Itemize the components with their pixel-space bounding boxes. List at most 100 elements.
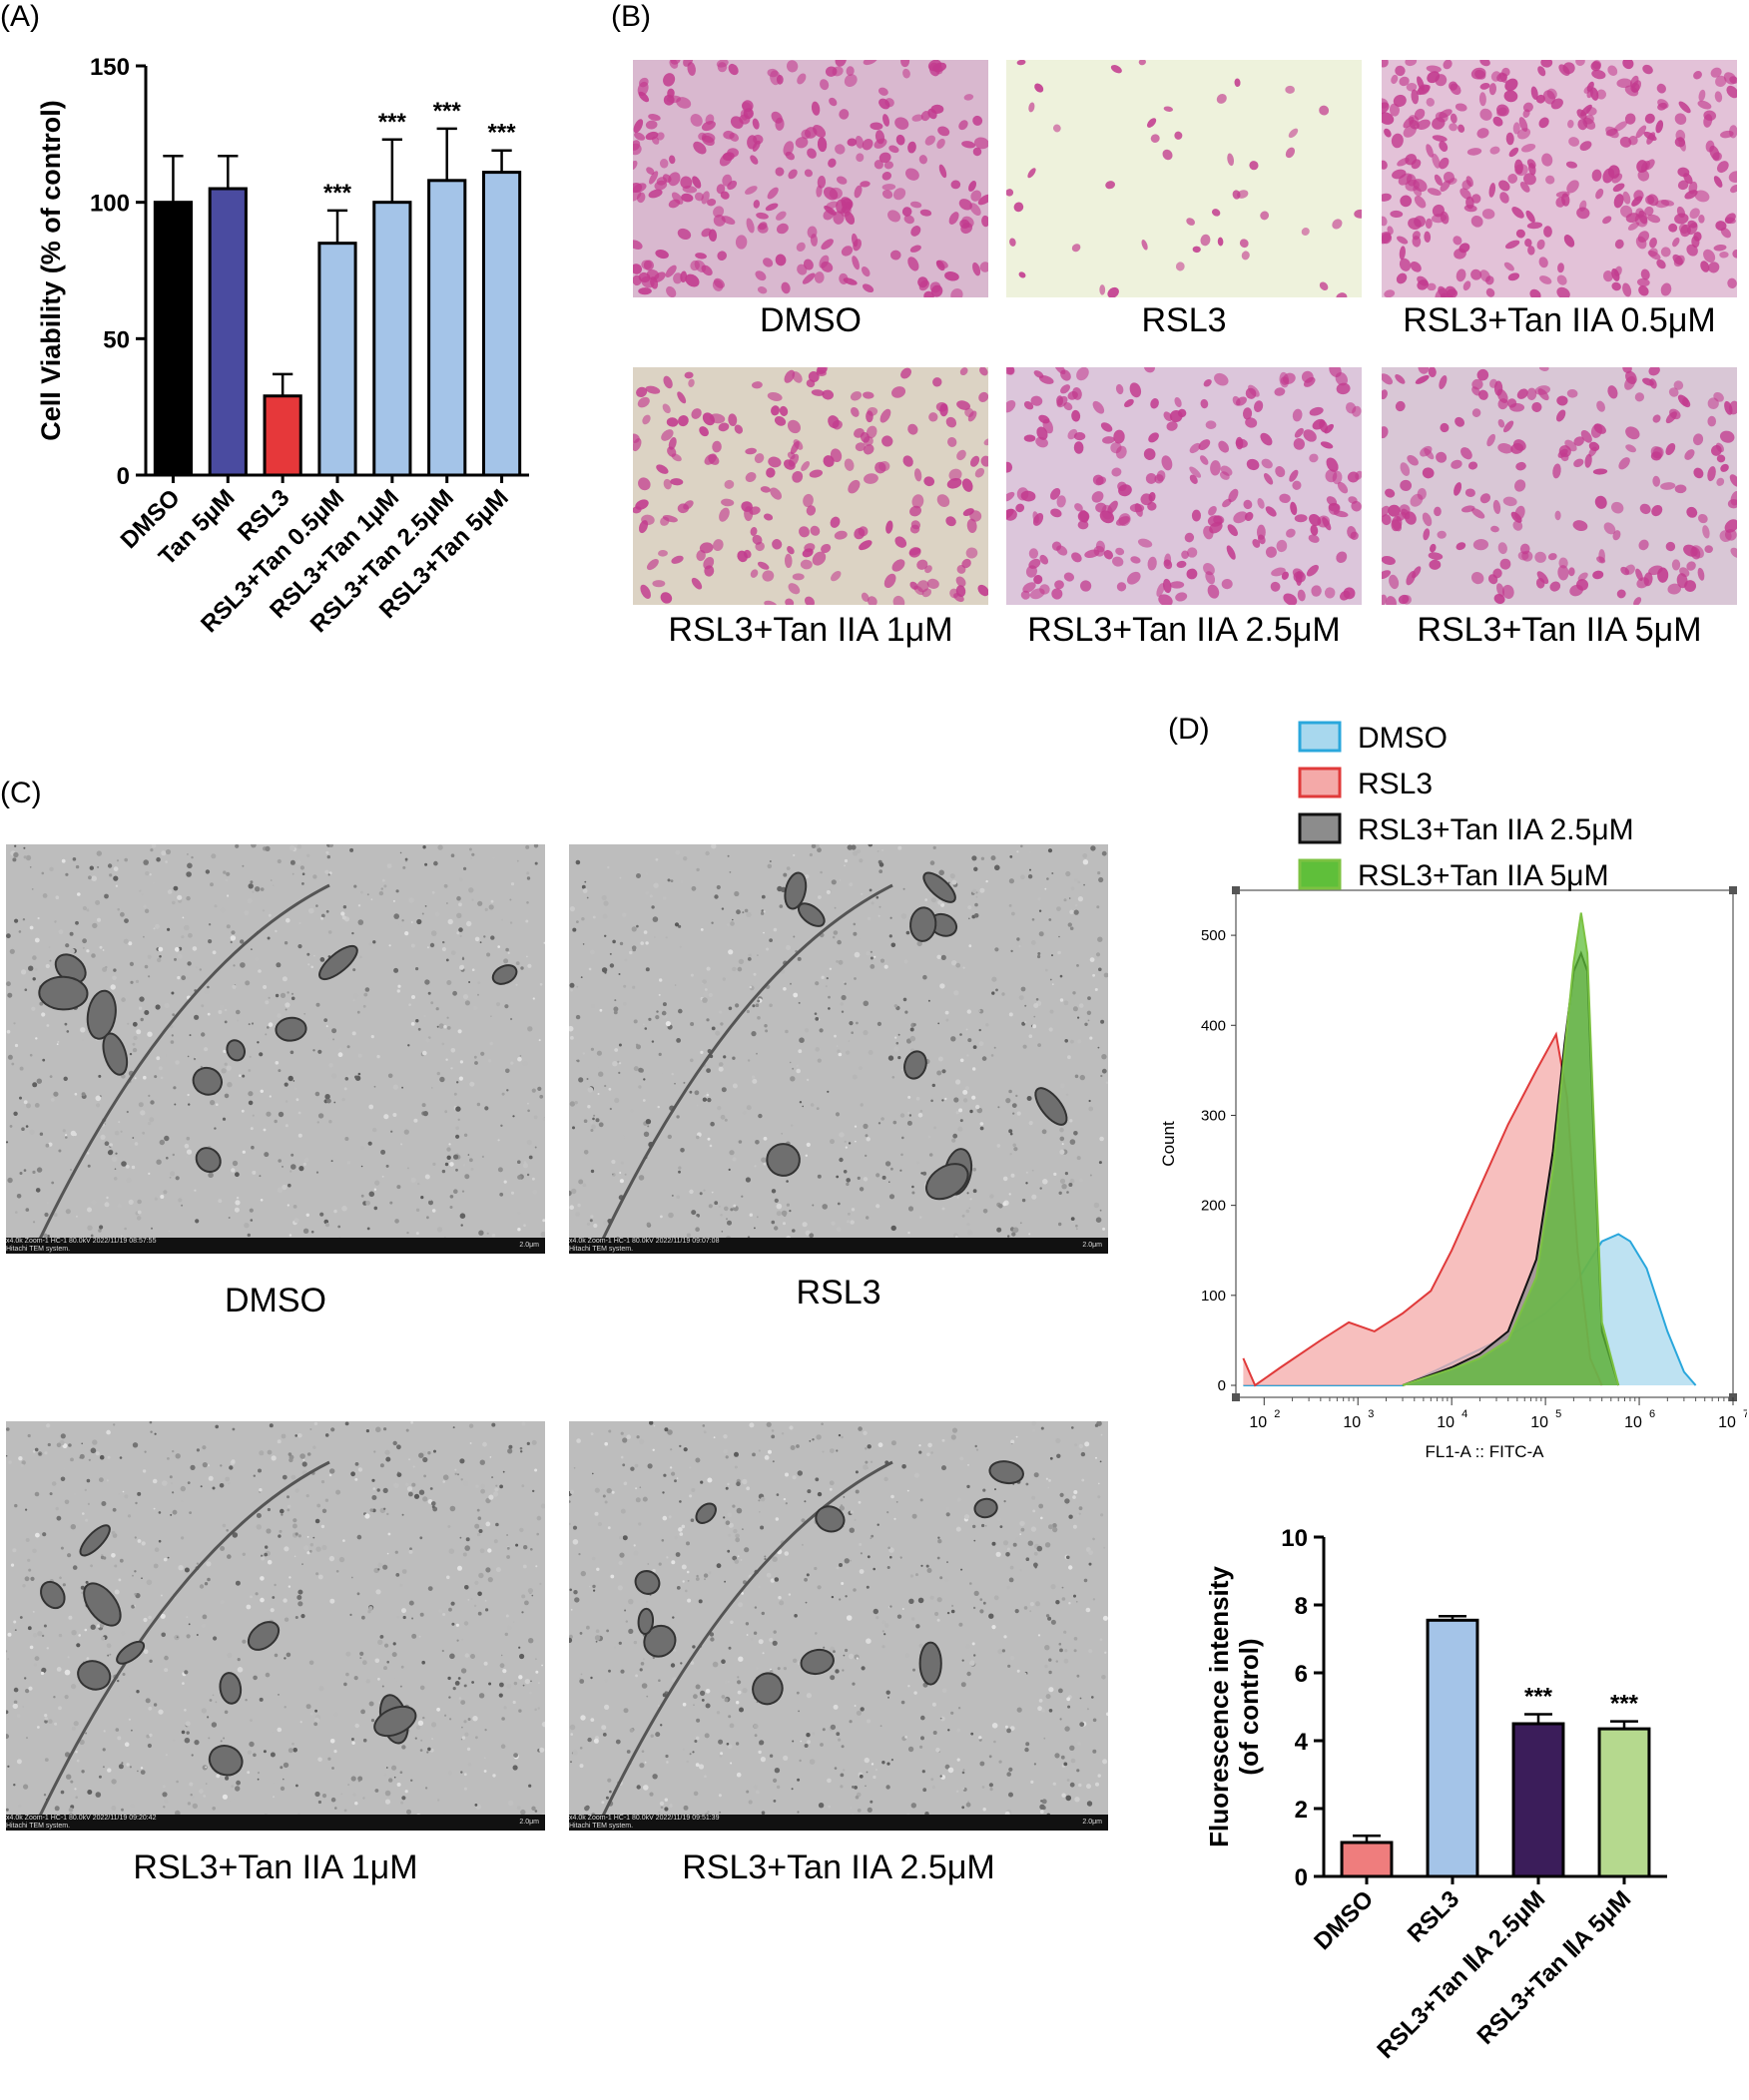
tem-granule <box>97 917 101 922</box>
tem-granule <box>451 1622 455 1626</box>
cell-nucleus <box>819 255 830 268</box>
tem-granule <box>396 1444 401 1450</box>
tem-granule <box>614 1097 620 1104</box>
cell-nucleus <box>808 371 820 382</box>
tem-granule <box>272 884 275 886</box>
tem-granule <box>152 1478 158 1484</box>
tem-granule <box>460 1224 463 1227</box>
tem-granule <box>801 1543 804 1546</box>
tem-granule <box>186 1136 191 1141</box>
tem-granule <box>843 1496 846 1498</box>
tem-granule <box>361 1660 367 1666</box>
tem-granule <box>235 1200 241 1206</box>
tem-granule <box>1022 1044 1027 1049</box>
tem-granule <box>282 1474 288 1480</box>
tem-granule <box>799 1101 803 1104</box>
tem-granule <box>774 1198 779 1203</box>
tem-granule <box>804 1028 810 1033</box>
cell-nucleus <box>1576 207 1590 220</box>
tem-granule <box>926 1568 932 1573</box>
tem-granule <box>205 869 211 874</box>
mitochondrion <box>116 1640 146 1665</box>
cell-nucleus <box>1566 180 1579 194</box>
tem-granule <box>955 1079 961 1085</box>
cell-nucleus <box>1612 183 1625 193</box>
cell-nucleus <box>1614 239 1624 250</box>
tem-granule <box>327 1757 331 1761</box>
tem-granule <box>511 1191 514 1195</box>
tem-granule <box>1074 878 1078 882</box>
tem-granule <box>39 1452 41 1455</box>
tem-granule <box>408 1491 413 1497</box>
tem-granule <box>480 1488 485 1494</box>
tem-granule <box>765 1029 769 1033</box>
tem-granule <box>760 890 763 894</box>
cell-nucleus <box>1439 109 1453 119</box>
tem-granule <box>639 1438 645 1444</box>
tem-granule <box>463 1720 467 1724</box>
tem-granule <box>771 1429 775 1432</box>
cell-nucleus <box>1156 583 1165 597</box>
tem-granule <box>273 1796 276 1799</box>
cell-nucleus <box>707 199 717 207</box>
cell-nucleus <box>1476 368 1489 381</box>
tem-granule <box>107 1654 110 1657</box>
tem-granule <box>950 1434 956 1440</box>
tem-granule <box>265 1033 268 1036</box>
tem-granule <box>196 1562 199 1565</box>
tem-granule <box>517 1212 521 1215</box>
tem-granule <box>288 1075 293 1082</box>
tem-granule <box>966 1009 971 1014</box>
tem-granule <box>1008 1767 1013 1772</box>
tem-granule <box>1008 1012 1013 1017</box>
tem-granule <box>489 1456 492 1458</box>
tem-granule <box>44 1717 48 1721</box>
tem-granule <box>151 1227 153 1230</box>
tem-granule <box>1044 1542 1051 1548</box>
cell-nucleus <box>784 459 796 470</box>
tem-granule <box>836 960 839 963</box>
tem-granule <box>823 1646 826 1649</box>
tem-granule <box>337 1225 341 1229</box>
cell-nucleus <box>1200 234 1211 247</box>
tem-granule <box>313 1722 318 1727</box>
tem-granule <box>331 1767 334 1770</box>
tem-granule <box>881 1761 885 1765</box>
tem-granule <box>442 1613 446 1616</box>
tem-granule <box>785 1502 788 1505</box>
tem-granule <box>1037 952 1041 955</box>
tem-granule <box>769 938 773 942</box>
tem-granule <box>988 1755 992 1759</box>
tem-granule <box>681 1524 686 1529</box>
tem-granule <box>1007 1664 1011 1668</box>
cell-nucleus <box>645 385 661 394</box>
cell-nucleus <box>979 262 988 272</box>
tem-granule <box>317 1800 321 1805</box>
cell-nucleus <box>1591 169 1602 182</box>
tem-granule <box>738 1140 743 1144</box>
cell-nucleus <box>1422 512 1433 527</box>
cell-nucleus <box>1520 143 1536 153</box>
tem-granule <box>667 1134 672 1140</box>
cell-nucleus <box>645 120 658 130</box>
cell-nucleus <box>1526 222 1543 230</box>
tem-granule <box>180 1485 186 1492</box>
tem-granule <box>730 1620 734 1625</box>
tem-granule <box>393 1678 398 1682</box>
tem-granule <box>728 1522 734 1528</box>
tem-granule <box>639 1763 645 1769</box>
tem-granule <box>461 1726 463 1729</box>
tem-granule <box>54 1806 60 1812</box>
tem-granule <box>606 1629 609 1633</box>
tem-granule <box>149 873 152 876</box>
tem-granule <box>60 1546 64 1550</box>
tem-granule <box>1106 1712 1108 1717</box>
stain-image-rsl3 <box>1006 60 1362 297</box>
cell-nucleus <box>958 199 972 211</box>
cell-nucleus <box>1320 441 1334 449</box>
tem-granule <box>1067 1705 1071 1709</box>
cell-nucleus <box>1099 284 1106 295</box>
cell-nucleus <box>1712 152 1722 162</box>
tem-granule <box>422 1111 428 1117</box>
cell-nucleus <box>766 467 776 478</box>
